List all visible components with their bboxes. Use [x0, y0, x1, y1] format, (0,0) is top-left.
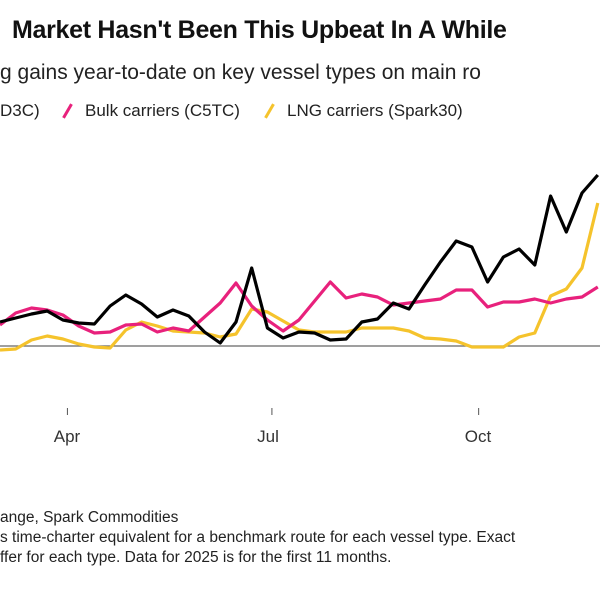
x-tick-label: Jul	[257, 427, 279, 446]
series-line-2	[0, 202, 600, 352]
note-text: s time-charter equivalent for a benchmar…	[0, 529, 516, 546]
x-tick-label: Apr	[53, 427, 81, 446]
series-line-1	[0, 280, 599, 335]
chart-title: Market Hasn't Been This Upbeat In A Whil…	[12, 16, 507, 44]
series-line-0	[0, 173, 600, 345]
legend-label-lng: LNG carriers (Spark30)	[287, 101, 463, 120]
source-text: ange, Spark Commodities	[0, 509, 179, 526]
legend-label-tankers: D3C)	[0, 101, 40, 120]
note-text: ffer for each type. Data for 2025 is for…	[0, 549, 392, 566]
legend-label-bulk: Bulk carriers (C5TC)	[85, 101, 240, 120]
chart-subtitle: g gains year-to-date on key vessel types…	[0, 61, 481, 84]
x-tick-label: Oct	[464, 427, 492, 446]
